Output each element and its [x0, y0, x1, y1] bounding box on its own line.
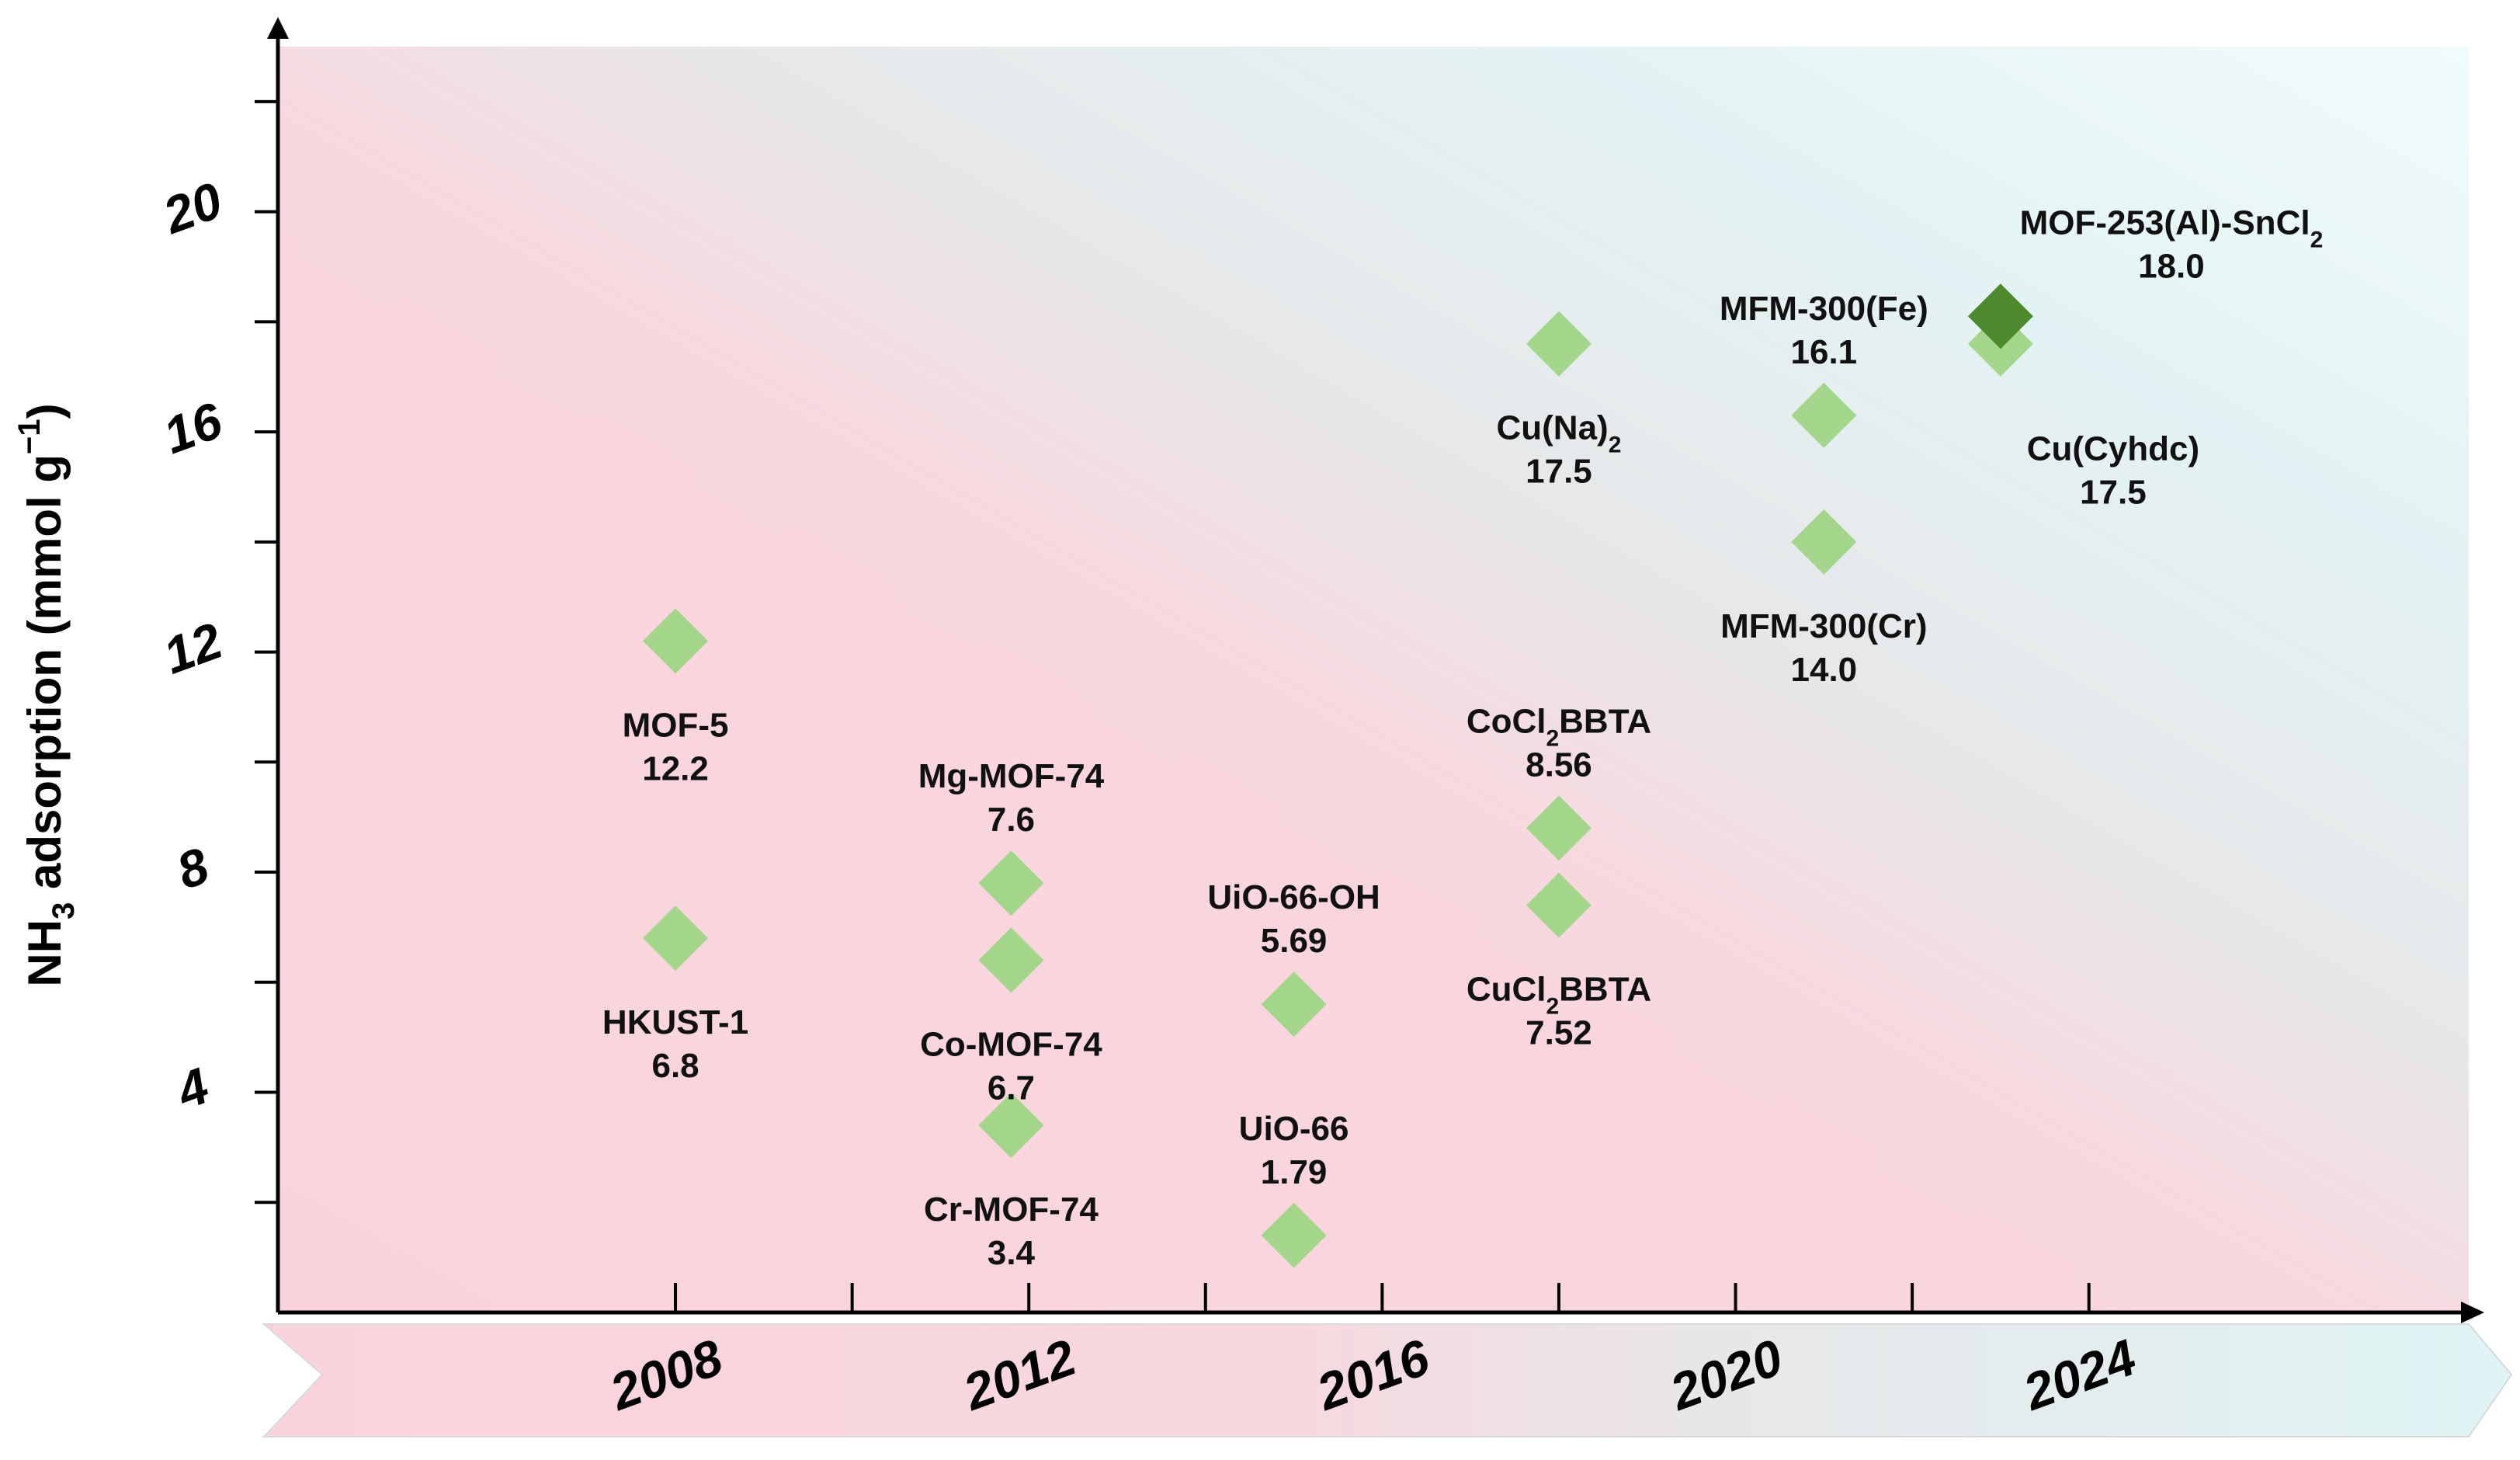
- y-tick-label: 4: [168, 1056, 216, 1121]
- point-value-label: 17.5: [1526, 453, 1592, 491]
- point-value-label: 1.79: [1261, 1153, 1328, 1191]
- data-point-marker: [978, 1093, 1044, 1159]
- point-value-label: 18.0: [2138, 247, 2205, 285]
- data-point-marker: [1526, 795, 1591, 861]
- point-value-label: 7.6: [988, 801, 1035, 839]
- data-point-marker: [643, 608, 709, 674]
- data-point-marker: [643, 906, 709, 972]
- data-point-marker: [978, 850, 1044, 916]
- point-name-label: Cu(Na)2: [1497, 409, 1622, 458]
- point-value-label: 8.56: [1526, 746, 1592, 784]
- y-axis-label: NH3 adsorption (mmol g−1): [12, 403, 81, 986]
- plot-area-gradient: [278, 47, 2469, 1312]
- point-name-label: CoCl2BBTA: [1467, 702, 1651, 751]
- x-axis-arrow: [2461, 1302, 2484, 1323]
- point-name-label: Cu(Cyhdc): [2027, 430, 2199, 468]
- point-name-label: MFM-300(Fe): [1720, 290, 1928, 328]
- data-point-marker: [1791, 509, 1857, 575]
- point-labels: MOF-5 12.2 HKUST-1 6.8 Mg-MOF-74 7.6 Co-MOF-74…: [602, 203, 2323, 1272]
- data-point-marker: [1526, 872, 1591, 938]
- point-name-label: MFM-300(Cr): [1720, 607, 1927, 645]
- y-tick-label: 16: [156, 391, 231, 464]
- point-value-label: 3.4: [988, 1234, 1036, 1272]
- point-name-label: Co-MOF-74: [920, 1025, 1102, 1063]
- y-axis-arrow: [267, 17, 289, 39]
- point-value-label: 12.2: [642, 749, 709, 787]
- y-tick-label: 12: [156, 611, 230, 685]
- point-value-label: 17.5: [2080, 474, 2147, 512]
- data-point-marker: [1791, 382, 1857, 448]
- point-value-label: 6.7: [988, 1069, 1035, 1107]
- point-name-label: Mg-MOF-74: [918, 757, 1105, 795]
- data-point-marker: [978, 927, 1044, 993]
- point-name-label: UiO-66: [1239, 1110, 1349, 1148]
- data-point-marker: [1967, 283, 2033, 349]
- data-point-marker: [1261, 1202, 1327, 1268]
- point-name-label: CuCl2BBTA: [1467, 971, 1651, 1020]
- point-name-label: HKUST-1: [602, 1003, 748, 1041]
- point-value-label: 16.1: [1791, 333, 1858, 371]
- data-points: [643, 283, 2033, 1268]
- point-name-label: UiO-66-OH: [1207, 878, 1380, 916]
- point-value-label: 14.0: [1791, 651, 1858, 689]
- point-name-label: MOF-253(Al)-SnCl2: [2020, 203, 2324, 252]
- point-value-label: 6.8: [651, 1047, 699, 1085]
- point-value-label: 5.69: [1261, 922, 1328, 960]
- plot-background: [278, 47, 2469, 1312]
- y-tick-label: 8: [169, 836, 216, 900]
- timeline-ribbon: [262, 1323, 2513, 1437]
- data-point-marker: [1261, 972, 1327, 1038]
- point-value-label: 7.52: [1526, 1014, 1592, 1052]
- point-name-label: MOF-5: [623, 706, 729, 744]
- data-point-marker: [1526, 311, 1591, 377]
- point-name-label: Cr-MOF-74: [924, 1191, 1099, 1229]
- timeline-chevron: [262, 1323, 2513, 1437]
- y-tick-label: 20: [154, 171, 229, 245]
